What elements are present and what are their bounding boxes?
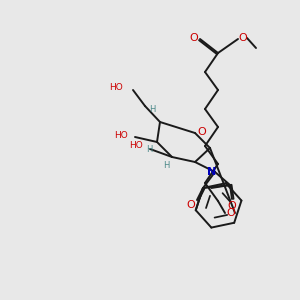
Text: HO: HO bbox=[129, 142, 143, 151]
Text: O: O bbox=[198, 127, 206, 137]
Text: O: O bbox=[190, 33, 198, 43]
Text: HO: HO bbox=[114, 130, 128, 140]
Text: O: O bbox=[187, 200, 195, 210]
Text: O: O bbox=[226, 208, 236, 218]
Text: H: H bbox=[149, 106, 155, 115]
Text: O: O bbox=[238, 33, 247, 43]
Text: HO: HO bbox=[109, 83, 123, 92]
Text: N: N bbox=[207, 167, 217, 177]
Text: H: H bbox=[146, 146, 152, 154]
Text: H: H bbox=[163, 161, 169, 170]
Text: O: O bbox=[228, 201, 236, 211]
